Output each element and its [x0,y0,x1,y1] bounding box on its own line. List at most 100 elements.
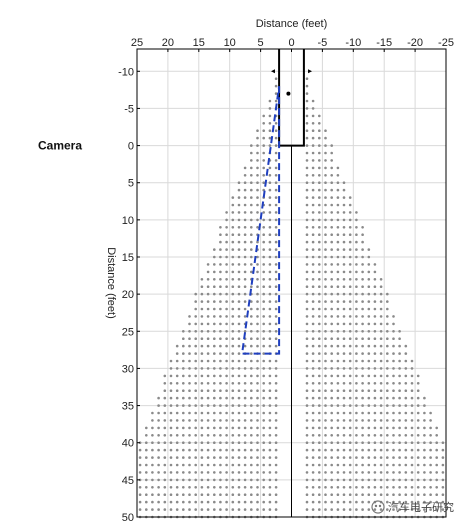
fov-dot-24 [268,122,272,125]
fov-dot-926 [225,404,228,407]
fov-dot-1443 [373,493,377,497]
fov-dot-424 [386,300,389,303]
fov-dot-1361 [311,478,315,482]
fov-dot-292 [231,255,235,259]
fov-dot-900 [410,404,414,407]
fov-dot-29 [305,129,309,132]
fov-dot-56 [305,151,309,155]
fov-dot-730 [250,367,253,370]
fov-dot-346 [367,278,371,281]
fov-dot-1375 [200,478,204,482]
fov-dot-742 [175,367,179,370]
fov-dot-106 [256,181,259,184]
fov-dot-1372 [219,478,222,482]
fov-dot-295 [213,255,216,259]
fov-dot-251 [219,240,222,244]
fov-dot-1278 [231,463,235,467]
fov-dot-518 [342,322,346,326]
fov-dot-1222 [318,456,321,459]
fov-dot-281 [324,255,327,259]
fov-dot-332 [274,270,278,274]
fov-dot-1476 [145,493,148,497]
fov-dot-571 [182,330,185,333]
fov-dot-1231 [237,456,241,459]
fov-dot-1328 [206,471,210,474]
fov-dot-1257 [386,463,389,467]
fov-dot-879 [268,396,272,400]
fov-dot-113 [324,188,327,192]
x-tick-label-6: -5 [318,37,328,49]
fov-dot-312 [250,263,253,266]
fov-dot-42 [330,144,334,147]
fov-dot-221 [305,233,309,236]
fov-dot-673 [404,359,408,363]
fov-dot-873 [330,396,334,400]
fov-dot-1024 [423,426,426,430]
fov-dot-804 [256,382,259,385]
fov-dot-1055 [206,426,210,430]
fov-dot-1556 [219,508,222,511]
fov-dot-140 [348,203,352,207]
fov-dot-104 [268,181,272,184]
fov-dot-1172 [342,448,346,452]
fov-dot-501 [237,315,241,318]
fov-dot-152 [250,203,253,207]
fov-dot-1320 [256,471,259,474]
fov-dot-268 [243,248,247,251]
fov-dot-379 [324,285,327,289]
fov-dot-1194 [182,448,185,452]
fov-dot-759 [324,374,327,378]
fov-dot-1433 [435,493,439,497]
fov-dot-985 [398,419,401,422]
fov-dot-789 [373,382,377,385]
fov-dot-329 [318,270,321,274]
fov-dot-745 [410,374,414,378]
fov-dot-878 [274,396,278,400]
fov-dot-760 [318,374,321,378]
fov-dot-330 [311,270,315,274]
fov-dot-434 [324,300,327,303]
fov-dot-354 [318,278,321,281]
fov-dot-769 [237,374,241,378]
fov-dot-1404 [330,486,334,489]
fov-dot-96 [342,181,346,184]
fov-dot-755 [348,374,352,378]
fov-dot-1239 [188,456,191,459]
y-axis-title: Distance (feet) [105,247,117,319]
fov-dot-1047 [256,426,259,430]
fov-dot-338 [237,270,241,274]
fov-dot-22 [305,122,309,125]
fov-dot-1002 [268,419,272,422]
fov-dot-1185 [237,448,241,452]
fov-dot-1093 [243,434,247,437]
fov-dot-272 [219,248,222,251]
fov-dot-265 [262,248,266,251]
fov-dot-721 [330,367,334,370]
fov-dot-733 [231,367,235,370]
fov-dot-18 [268,114,272,118]
fov-dot-537 [200,322,204,326]
fov-dot-1159 [423,448,426,452]
fov-dot-102 [305,181,309,184]
fov-dot-1035 [355,426,358,430]
fov-dot-1280 [219,463,222,467]
fov-dot-1525 [435,508,439,511]
fov-dot-1217 [348,456,352,459]
fov-dot-214 [348,233,352,236]
fov-dot-1406 [318,486,321,489]
fov-dot-1188 [219,448,222,452]
fov-dot-1384 [145,478,148,482]
fov-dot-16 [305,114,309,118]
fov-dot-92 [262,174,266,177]
fov-dot-487 [348,315,352,318]
fov-dot-136 [250,196,253,199]
fov-dot-270 [231,248,235,251]
fov-dot-1300 [404,471,408,474]
fov-dot-158 [342,211,346,214]
y-tick-label-1: -5 [124,103,134,115]
fov-dot-260 [318,248,321,251]
fov-dot-1374 [206,478,210,482]
fov-dot-1009 [225,419,228,422]
fov-dot-443 [243,300,247,303]
fov-dot-416 [237,292,241,296]
